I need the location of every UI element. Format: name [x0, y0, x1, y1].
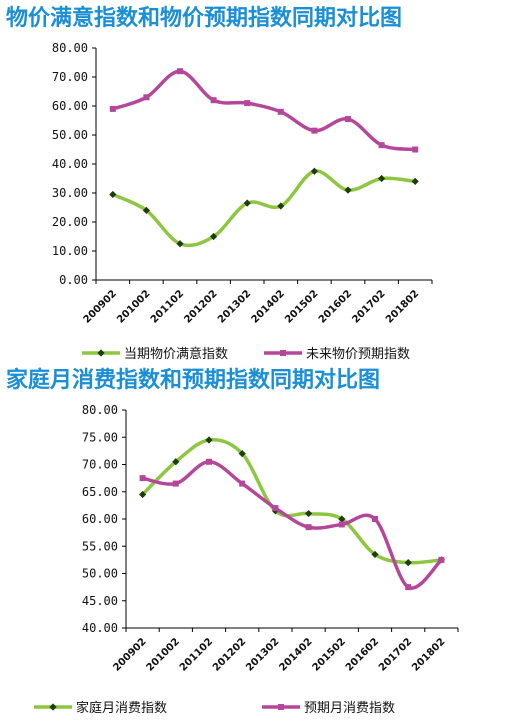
y-tick-label: 60.00 — [82, 512, 118, 526]
data-point — [206, 458, 212, 465]
y-tick-label: 40.00 — [82, 621, 118, 635]
x-tick-label: 200902 — [111, 636, 148, 673]
y-tick-label: 70.00 — [52, 70, 88, 84]
legend-label-2: 未来物价预期指数 — [306, 347, 410, 362]
y-tick-label: 30.00 — [52, 186, 88, 200]
x-tick-label: 201102 — [149, 288, 186, 325]
y-tick-label: 40.00 — [52, 157, 88, 171]
data-point — [142, 206, 150, 214]
data-point — [412, 146, 419, 153]
data-point — [244, 100, 251, 107]
legend-marker — [280, 350, 286, 356]
data-point — [277, 108, 284, 115]
legend-label-1: 家庭月消费指数 — [76, 700, 167, 716]
y-tick-label: 65.00 — [82, 485, 118, 499]
legend-marker — [49, 703, 57, 711]
x-tick-label: 201402 — [250, 288, 287, 325]
series-line-2 — [142, 460, 443, 590]
series-line-1 — [112, 169, 416, 248]
chart-1: 0.00 10.00 20.00 30.00 40.00 50.00 60.00 70.00 8… — [52, 41, 433, 362]
data-point — [438, 556, 445, 563]
data-point — [172, 480, 179, 487]
y-tick-label: 50.00 — [82, 567, 118, 581]
data-point — [272, 505, 279, 512]
data-point — [305, 524, 312, 531]
data-point — [277, 202, 285, 210]
data-point — [338, 515, 346, 523]
x-tick-label: 201602 — [317, 288, 354, 325]
x-tick-label: 201302 — [216, 288, 253, 325]
x-tick-label: 201002 — [115, 288, 152, 325]
x-tick-label: 201502 — [311, 636, 348, 673]
data-point — [311, 127, 318, 134]
x-tick-label: 200902 — [82, 288, 119, 325]
y-tick-label: 20.00 — [52, 215, 88, 229]
data-point — [243, 199, 251, 207]
y-tick-label: 0.00 — [59, 273, 88, 287]
data-point — [404, 559, 412, 567]
x-tick-label: 201602 — [344, 636, 381, 673]
x-tick-label: 201402 — [277, 636, 314, 673]
series-line-1 — [141, 437, 442, 565]
y-tick-label: 80.00 — [52, 41, 88, 55]
y-tick-label: 50.00 — [52, 128, 88, 142]
data-point — [371, 550, 379, 559]
legend-marker — [97, 349, 105, 357]
chart-2: 40.00 45.00 50.00 55.00 60.00 65.00 70.00 75.00… — [34, 403, 459, 716]
y-tick-label: 80.00 — [82, 403, 118, 417]
x-tick-label: 201702 — [377, 636, 414, 673]
x-tick-label: 201802 — [384, 288, 421, 325]
data-point — [411, 177, 419, 185]
data-point — [372, 516, 378, 522]
y-tick-label: 45.00 — [82, 594, 118, 608]
y-tick-label: 60.00 — [52, 99, 88, 113]
x-tick-label: 201802 — [410, 636, 447, 673]
data-point — [177, 68, 183, 75]
x-tick-label: 201502 — [283, 288, 320, 325]
chart-1-title: 物价满意指数和物价预期指数同期对比图 — [6, 6, 403, 31]
data-point — [210, 232, 218, 241]
data-point — [378, 142, 385, 149]
data-point — [310, 167, 318, 175]
legend-marker — [278, 704, 284, 710]
data-point — [344, 186, 352, 194]
data-point — [345, 116, 351, 123]
data-point — [139, 475, 146, 482]
x-tick-label: 201002 — [145, 636, 182, 673]
data-point — [143, 94, 150, 101]
data-point — [109, 105, 116, 112]
data-point — [239, 480, 246, 487]
data-point — [176, 240, 184, 248]
data-point — [205, 436, 213, 444]
data-point — [305, 509, 313, 518]
x-tick-label: 201202 — [182, 288, 219, 325]
legend-label-2: 预期月消费指数 — [304, 701, 395, 716]
x-tick-label: 201102 — [178, 636, 215, 673]
data-point — [210, 97, 217, 104]
y-tick-label: 55.00 — [82, 539, 118, 553]
y-tick-label: 10.00 — [52, 244, 88, 258]
chart-2-title: 家庭月消费指数和预期指数同期对比图 — [6, 368, 381, 393]
x-tick-label: 201702 — [350, 288, 387, 325]
series-line-2 — [112, 69, 416, 152]
y-tick-label: 75.00 — [82, 430, 118, 444]
legend-label-1: 当期物价满意指数 — [124, 346, 228, 362]
y-tick-label: 70.00 — [82, 458, 118, 472]
data-point — [405, 584, 412, 591]
x-tick-label: 201302 — [244, 636, 281, 673]
data-point — [109, 190, 117, 199]
data-point — [338, 521, 345, 528]
data-point — [378, 174, 386, 183]
x-tick-label: 201202 — [211, 636, 248, 673]
